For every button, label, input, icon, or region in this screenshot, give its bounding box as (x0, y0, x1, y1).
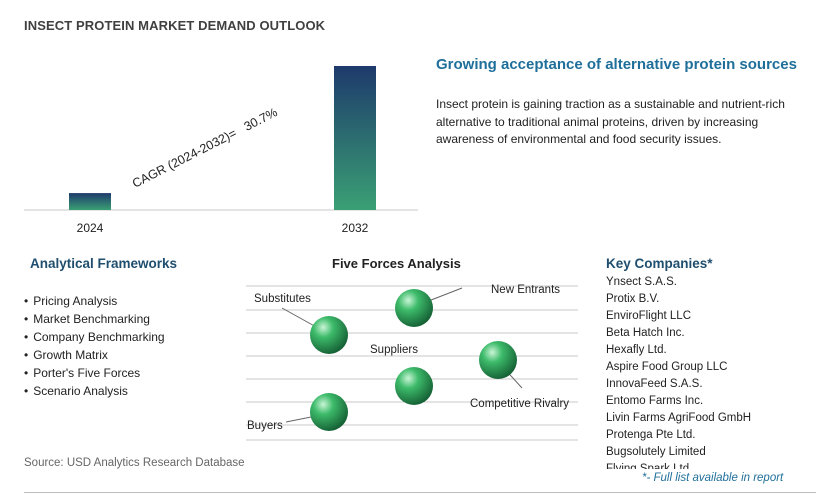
label-competitive-rivalry: Competitive Rivalry (470, 398, 569, 410)
company-item: Ynsect S.A.S. (606, 276, 677, 288)
x-tick-label: 2032 (342, 221, 369, 235)
framework-item: Porter's Five Forces (24, 364, 165, 382)
key-companies-panel: Ynsect S.A.S. Protix B.V. EnviroFlight LLC… (606, 274, 816, 469)
x-tick-label: 2024 (77, 221, 104, 235)
company-item: Protenga Pte Ltd. (606, 429, 696, 441)
label-substitutes: Substitutes (254, 293, 311, 305)
description: Insect protein is gaining traction as a … (436, 97, 785, 146)
company-item: Entomo Farms Inc. (606, 395, 704, 407)
company-item: Beta Hatch Inc. (606, 327, 685, 339)
full-list-note: *- Full list available in report (642, 472, 784, 484)
framework-item: Company Benchmarking (24, 328, 164, 346)
bar-2032 (334, 66, 376, 210)
framework-item: Growth Matrix (24, 346, 165, 364)
source-note: Source: USD Analytics Research Database (24, 457, 245, 469)
company-item: EnviroFlight LLC (606, 310, 692, 322)
company-item: Aspire Food Group LLC (606, 361, 728, 373)
five-forces-diagram: Substitutes New Entrants Suppliers Compe… (246, 284, 578, 441)
company-item: InnovaFeed S.A.S. (606, 378, 703, 390)
company-item: Livin Farms AgriFood GmbH (606, 412, 752, 424)
key-companies-list: Ynsect S.A.S. Protix B.V. EnviroFlight LLC… (606, 274, 816, 469)
framework-item: Scenario Analysis (24, 382, 165, 400)
bar-2024 (69, 193, 111, 210)
sphere-buyers (310, 393, 348, 431)
label-new-entrants: New Entrants (491, 284, 560, 296)
bottom-divider (24, 492, 816, 493)
company-item: Hexafly Ltd. (606, 344, 667, 356)
label-buyers: Buyers (247, 420, 283, 432)
frameworks-title: Analytical Frameworks (30, 256, 178, 271)
cagr-annotation: CAGR (2024-2032)= 30.7% (130, 105, 280, 191)
company-item: Flying Spark Ltd. (606, 463, 693, 469)
sphere-substitutes (310, 316, 348, 354)
sphere-new-entrants (395, 289, 433, 327)
framework-item: Market Benchmarking (24, 310, 165, 328)
label-suppliers: Suppliers (370, 344, 418, 356)
headline: Growing acceptance of alternative protei… (436, 56, 797, 73)
frameworks-list: Pricing AnalysisMarket BenchmarkingCompa… (24, 292, 165, 400)
page-title: INSECT PROTEIN MARKET DEMAND OUTLOOK (24, 18, 326, 33)
sphere-competitive-rivalry (479, 341, 517, 379)
company-item: Protix B.V. (606, 293, 660, 305)
five-forces-title: Five Forces Analysis (332, 256, 461, 271)
key-companies-title: Key Companies* (606, 256, 713, 271)
sphere-suppliers (395, 367, 433, 405)
framework-item: Pricing Analysis (24, 292, 165, 310)
bar-chart: 2024 2032 CAGR (2024-2032)= 30.7% (24, 66, 418, 235)
company-item: Bugsolutely Limited (606, 446, 706, 458)
